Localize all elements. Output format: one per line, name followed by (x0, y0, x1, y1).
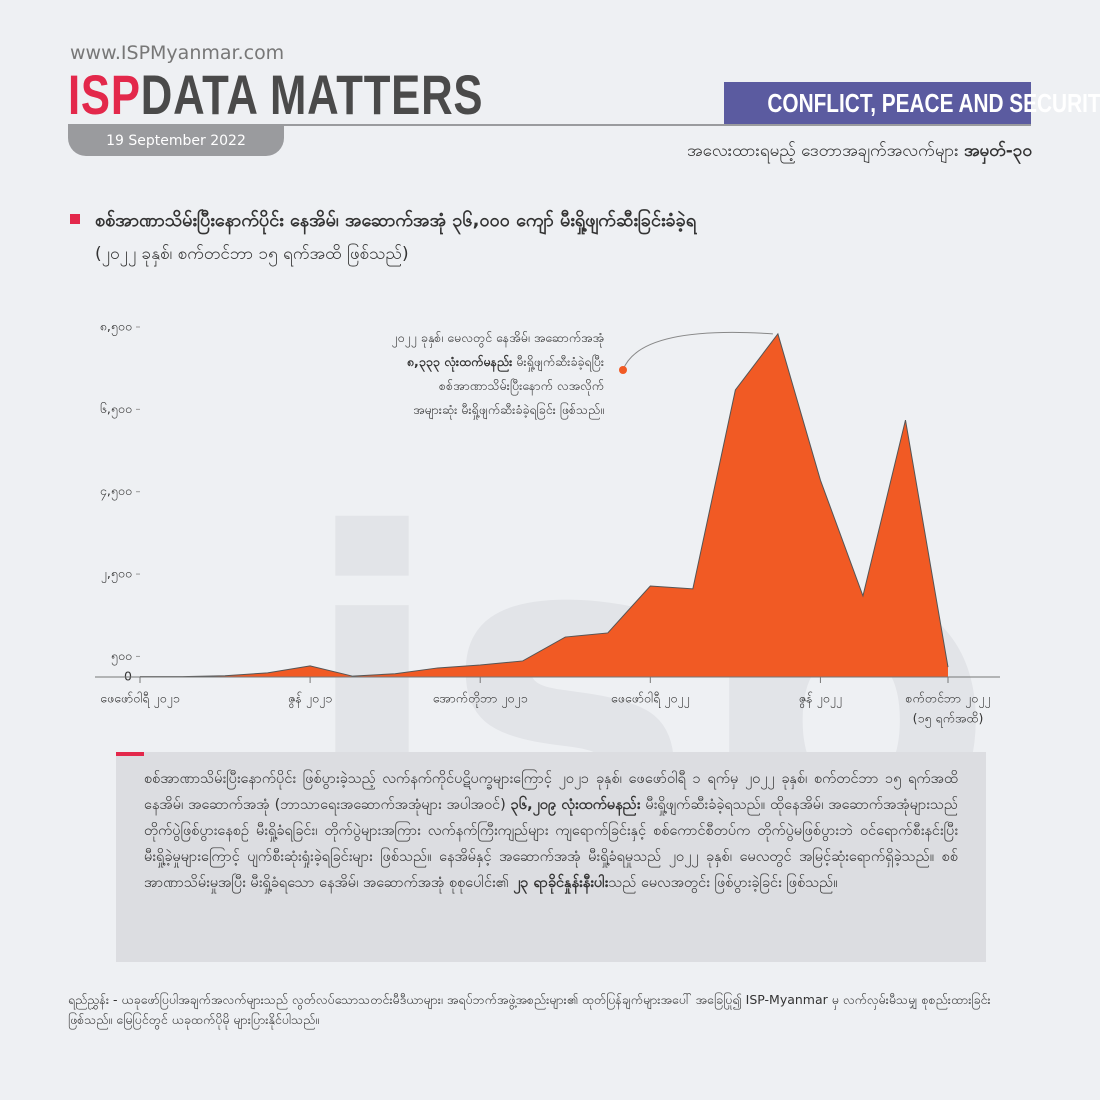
logo: ISPDATA MATTERS (68, 62, 483, 127)
annotation-text: အများဆုံး မီးရှို့ဖျက်ဆီးခံခဲ့ရခြင်း ဖြစ… (413, 401, 604, 420)
chart-subtitle: (၂၀၂၂ ခုနှစ်၊ စက်တင်ဘာ ၁၅ ရက်အထိ ဖြစ်သည်… (95, 244, 409, 264)
logo-rest: DATA MATTERS (140, 63, 484, 126)
annotation-line: စစ်အာဏာသိမ်းပြီးနောက် လအလိုက် (439, 378, 604, 396)
annotation-dot (619, 366, 627, 374)
header-rule (68, 124, 1031, 126)
site-url: www.ISPMyanmar.com (70, 42, 285, 64)
body-segment: မီးရှို့ဖျက်ဆီးခံခဲ့ရသည်။ ထိုနေအိမ်၊ အဆေ… (144, 797, 958, 891)
body-segment: စစ်အာဏာသိမ်းပြီးနောက်ပိုင်း ဖြစ်ပွားခဲ့သ… (144, 771, 958, 813)
annotation-text: မီးရှို့ဖျက်ဆီးခံခဲ့ရပြီး (512, 354, 604, 372)
x-tick-label: ဇွန် ၂၀၂၂ (799, 691, 842, 709)
series-label: အလေးထားရမည့် ဒေတာအချက်အလက်များ (687, 141, 959, 161)
series: အလေးထားရမည့် ဒေတာအချက်အလက်များ အမှတ်-၃၀ (687, 140, 1032, 165)
body-segment: ၃၆,၂၀၉ လုံးထက်မနည်း (510, 797, 641, 813)
area-line (140, 332, 949, 678)
annotation-text: ၈,၃၃၃ လုံးထက်မနည်း (407, 353, 513, 373)
chart-title: စစ်အာဏာသိမ်းပြီးနောက်ပိုင်း နေအိမ်၊ အဆော… (95, 210, 697, 231)
annotation-text: ၂၀၂၂ ခုနှစ်၊ မေလတွင် နေအိမ်၊ အဆောက်အအုံ (391, 330, 604, 348)
annotation-line: အများဆုံး မီးရှို့ဖျက်ဆီးခံခဲ့ရခြင်း ဖြစ… (413, 401, 604, 420)
y-tick-label: ၆,၅၀၀ (100, 401, 132, 419)
category: CONFLICT, PEACE AND SECURITY (724, 82, 1100, 124)
x-tick-label: ဖေဖော်ဝါရီ ၂၀၂၁ (100, 691, 180, 709)
y-tick-label: ၂,၅၀၀ (101, 566, 132, 584)
body-accent (116, 752, 144, 756)
y-tick-label: ၅၀၀ (111, 648, 132, 666)
annotation-leader (622, 331, 773, 371)
series-number: အမှတ်-၃၀ (963, 141, 1032, 161)
y-tick-label: ၈,၅၀၀ (100, 319, 132, 337)
category-text: CONFLICT, PEACE AND SECURITY (767, 88, 1100, 118)
annotation-line: ၂၀၂၂ ခုနှစ်၊ မေလတွင် နေအိမ်၊ အဆောက်အအုံ (391, 330, 604, 348)
title-marker (70, 214, 80, 224)
body-segment: ၂၃ ရာခိုင်နှုန်းနီးပါး (513, 875, 609, 891)
x-tick-label: စက်တင်ဘာ ၂၀၂၂ (906, 691, 991, 709)
x-tick-label: ဇွန် ၂၀၂၁ (288, 691, 332, 709)
area (140, 333, 948, 677)
x-tick-label: အောက်တိုဘာ ၂၀၂၁ (433, 691, 528, 709)
y-tick-label: 0 (124, 669, 132, 684)
logo-isp: ISP (68, 63, 141, 126)
footnote: ရည်ညွှန်း - ယခုဖော်ပြပါအချက်အလက်များသည် … (68, 992, 991, 1027)
date: 19 September 2022 (68, 126, 284, 156)
y-tick-label: ၄,၅၀၀ (100, 483, 132, 501)
annotation-line: ၈,၃၃၃ လုံးထက်မနည်း မီးရှို့ဖျက်ဆီးခံခဲ့ရ… (407, 353, 604, 373)
body-segment: သည် မေလအတွင်း ဖြစ်ပွားခဲ့ခြင်း ဖြစ်သည်။ (608, 875, 838, 891)
x-tick-label: ဖေဖော်ဝါရီ ၂၀၂၂ (611, 691, 690, 709)
body-text: စစ်အာဏာသိမ်းပြီးနောက်ပိုင်း ဖြစ်ပွားခဲ့သ… (116, 752, 986, 962)
x-note: (၁၅ ရက်အထိ) (913, 711, 984, 729)
annotation-text: စစ်အာဏာသိမ်းပြီးနောက် လအလိုက် (439, 378, 604, 396)
